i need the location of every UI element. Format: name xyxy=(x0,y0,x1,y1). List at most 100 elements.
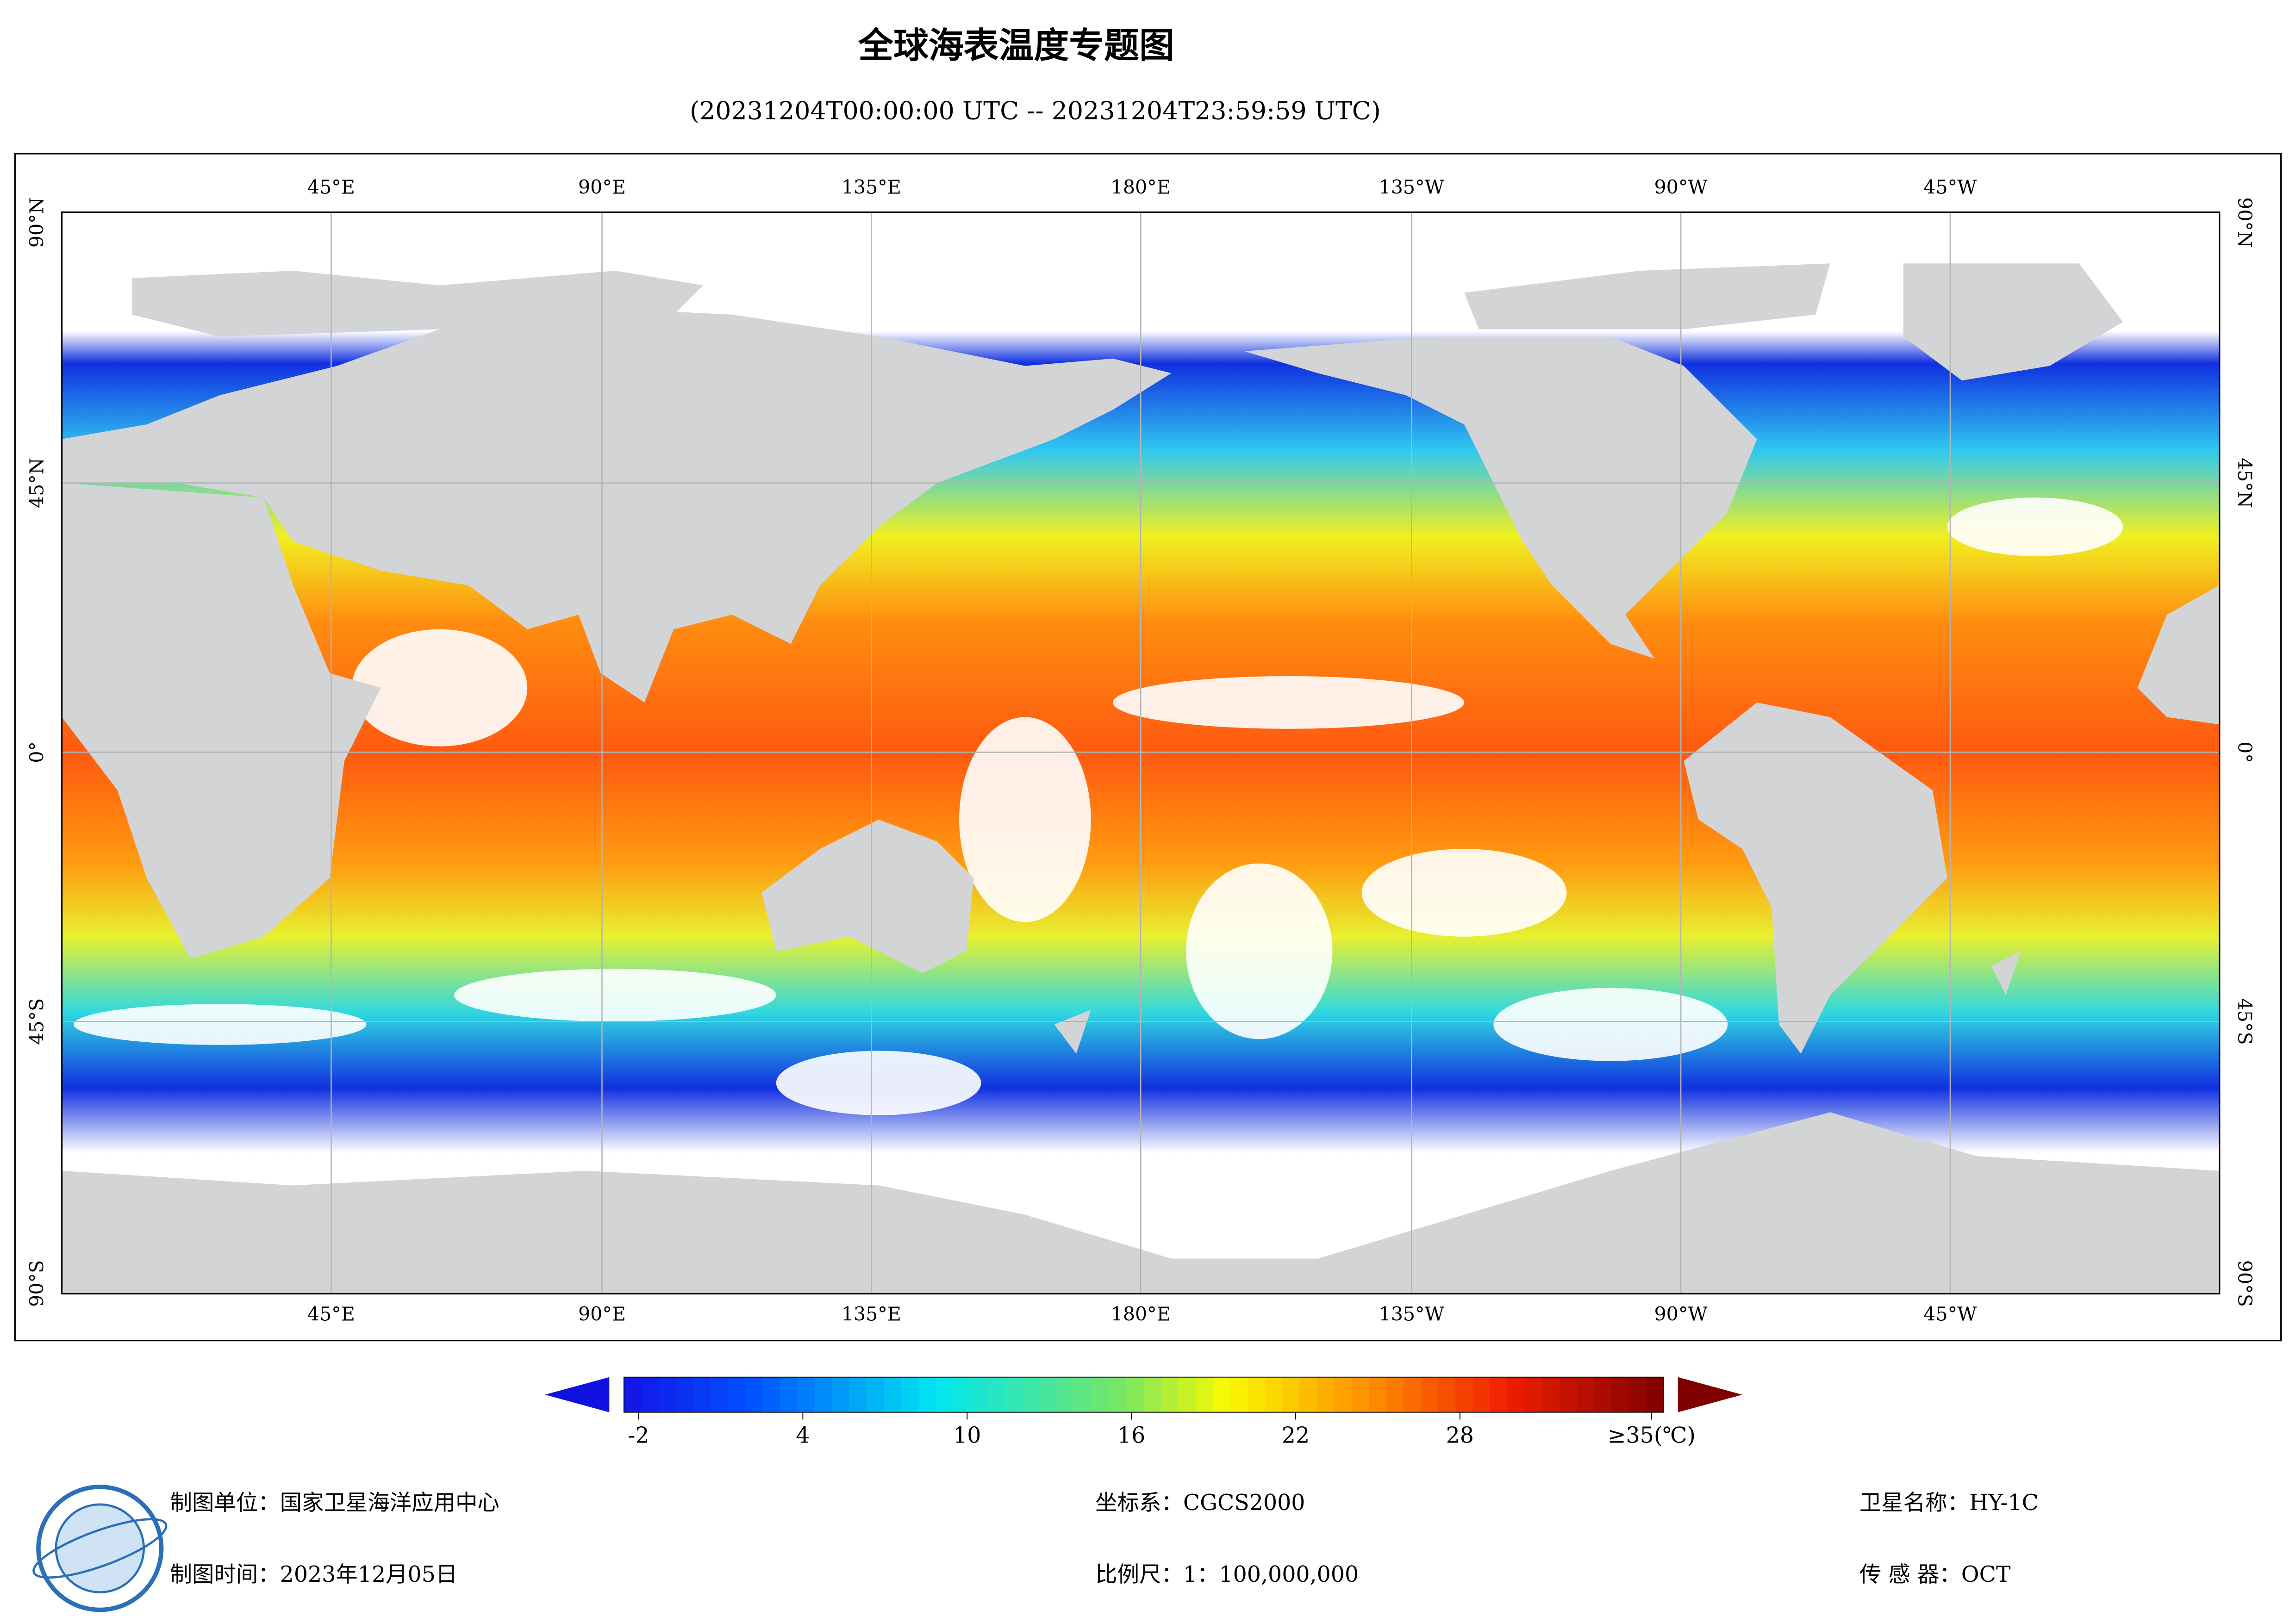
colorbar-cell xyxy=(936,1377,954,1412)
title: 全球海表温度专题图 xyxy=(858,25,1174,66)
scale: 比例尺：1：100,000,000 xyxy=(1095,1562,1359,1587)
lon-label-bottom: 90°W xyxy=(1654,1303,1708,1325)
colorbar-cell xyxy=(1559,1377,1577,1412)
colorbar-cell xyxy=(1074,1377,1092,1412)
land xyxy=(62,263,2220,1294)
colorbar-cell xyxy=(1195,1377,1214,1412)
colorbar-cell xyxy=(1628,1377,1647,1412)
lon-label-bottom: 45°E xyxy=(307,1303,355,1325)
lat-label-left: 45°N xyxy=(25,458,48,508)
colorbar-cell xyxy=(1490,1377,1508,1412)
logo xyxy=(32,1485,168,1612)
colorbar-cell xyxy=(676,1377,694,1412)
lat-label-left: 45°S xyxy=(25,998,48,1045)
colorbar-cell xyxy=(1022,1377,1040,1412)
colorbar-cell xyxy=(728,1377,746,1412)
colorbar-cell xyxy=(658,1377,677,1412)
colorbar-cell xyxy=(987,1377,1006,1412)
colorbar-cell xyxy=(1542,1377,1560,1412)
colorbar-cell xyxy=(1403,1377,1422,1412)
colorbar-cell xyxy=(1299,1377,1317,1412)
colorbar-under-arrow xyxy=(545,1377,610,1412)
colorbar-cell xyxy=(1178,1377,1196,1412)
colorbar-tick-label: 22 xyxy=(1282,1423,1310,1448)
colorbar-cell xyxy=(1524,1377,1543,1412)
colorbar: -2 4 10 16 22 28 ≥35(℃) xyxy=(623,1376,1696,1448)
lon-label-bottom: 135°W xyxy=(1379,1303,1445,1325)
colorbar-cell xyxy=(1386,1377,1404,1412)
colorbar-cell xyxy=(1334,1377,1352,1412)
colorbar-cell xyxy=(1126,1377,1144,1412)
colorbar-border xyxy=(623,1376,1664,1413)
colorbar-tick-label: ≥35(℃) xyxy=(1608,1423,1696,1448)
colorbar-cell xyxy=(814,1377,832,1412)
colorbar-cell xyxy=(1160,1377,1179,1412)
lat-label-right: 90°N xyxy=(2234,197,2256,248)
clouds xyxy=(73,497,2123,1115)
colorbar-cell xyxy=(1472,1377,1491,1412)
colorbar-tick-label: -2 xyxy=(628,1423,649,1448)
colorbar-cell xyxy=(641,1377,659,1412)
colorbar-cell xyxy=(1368,1377,1387,1412)
map-date: 制图时间：2023年12月05日 xyxy=(170,1562,458,1587)
colorbar-cell xyxy=(624,1377,642,1412)
colorbar-cell xyxy=(1005,1377,1023,1412)
colorbar-cell xyxy=(1507,1377,1525,1412)
colorbar-cell xyxy=(762,1377,780,1412)
colorbar-tick-label: 4 xyxy=(796,1423,810,1448)
colorbar-tick-label: 16 xyxy=(1117,1423,1145,1448)
colorbar-cell xyxy=(1316,1377,1335,1412)
colorbar-cell xyxy=(710,1377,729,1412)
colorbar-cell xyxy=(918,1377,936,1412)
colorbar-cell xyxy=(953,1377,971,1412)
map-frame xyxy=(14,153,2282,1342)
lon-label-top: 135°W xyxy=(1379,176,1445,198)
colorbar-cell xyxy=(1351,1377,1369,1412)
colorbar-over-arrow xyxy=(1678,1377,1742,1412)
colorbar-cell xyxy=(1143,1377,1161,1412)
lon-label-bottom: 45°W xyxy=(1923,1303,1977,1325)
colorbar-cell xyxy=(780,1377,798,1412)
lat-label-left: 0° xyxy=(25,741,48,763)
colorbar-cell xyxy=(901,1377,919,1412)
lon-label-top: 180°E xyxy=(1111,176,1171,198)
lon-label-bottom: 135°E xyxy=(842,1303,901,1325)
colorbar-cell xyxy=(970,1377,988,1412)
colorbar-tick-label: 28 xyxy=(1446,1423,1474,1448)
colorbar-cell xyxy=(849,1377,867,1412)
lat-label-right: 0° xyxy=(2234,741,2256,763)
colorbar-cell xyxy=(1265,1377,1283,1412)
lon-label-top: 135°E xyxy=(842,176,901,198)
lat-label-left: 90°N xyxy=(25,197,48,248)
colorbar-cell xyxy=(1248,1377,1266,1412)
crs: 坐标系：CGCS2000 xyxy=(1095,1490,1305,1516)
colorbar-cell xyxy=(1594,1377,1612,1412)
colorbar-cell xyxy=(1057,1377,1075,1412)
colorbar-cell xyxy=(1230,1377,1248,1412)
lon-label-top: 45°W xyxy=(1923,176,1977,198)
satellite: 卫星名称：HY-1C xyxy=(1859,1490,2039,1516)
lat-label-right: 90°S xyxy=(2234,1260,2256,1307)
colorbar-cell xyxy=(1092,1377,1110,1412)
colorbar-cell xyxy=(1213,1377,1231,1412)
map xyxy=(61,211,2221,1295)
graticule xyxy=(62,212,2220,1294)
sensor: 传 感 器：OCT xyxy=(1859,1562,2011,1587)
lon-label-bottom: 90°E xyxy=(578,1303,626,1325)
lat-label-right: 45°N xyxy=(2234,458,2256,508)
map-border xyxy=(61,211,2221,1295)
colorbar-cell xyxy=(1455,1377,1473,1412)
colorbar-cell xyxy=(1282,1377,1300,1412)
colorbar-cell xyxy=(1421,1377,1439,1412)
lon-label-bottom: 180°E xyxy=(1111,1303,1171,1325)
colorbar-cell xyxy=(1109,1377,1127,1412)
colorbar-cell xyxy=(693,1377,711,1412)
colorbar-cell xyxy=(797,1377,815,1412)
map-unit: 制图单位：国家卫星海洋应用中心 xyxy=(170,1490,499,1516)
colorbar-cell xyxy=(1611,1377,1629,1412)
colorbar-cell xyxy=(831,1377,850,1412)
lon-label-top: 45°E xyxy=(307,176,355,198)
lon-label-top: 90°E xyxy=(578,176,626,198)
